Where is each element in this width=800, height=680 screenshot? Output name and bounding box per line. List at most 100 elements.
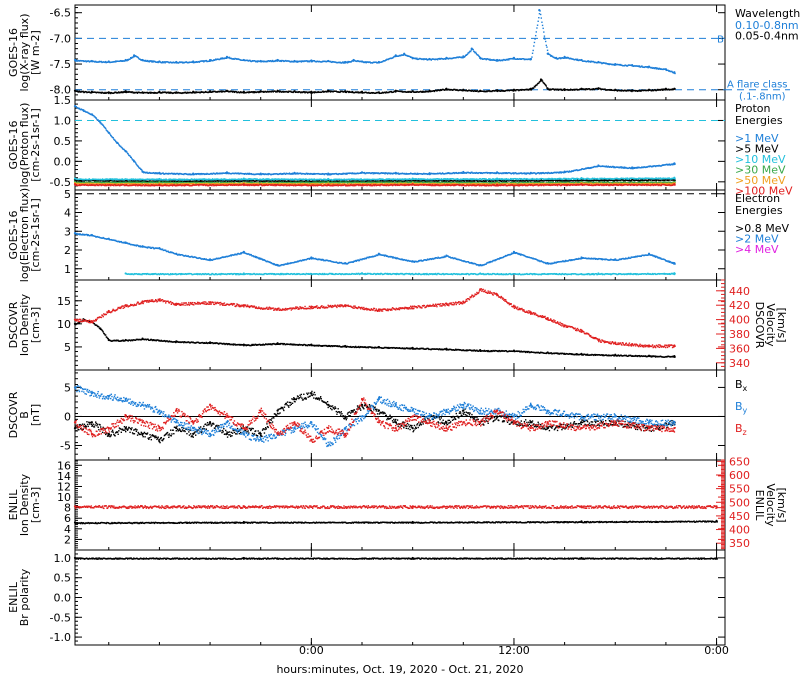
data-point <box>78 90 81 92</box>
data-point <box>300 61 303 63</box>
data-point <box>498 60 500 62</box>
data-point <box>473 51 476 53</box>
data-point <box>161 61 164 63</box>
sample-point <box>141 170 144 173</box>
sample-point <box>614 62 617 66</box>
sample-point <box>597 60 600 64</box>
data-point <box>248 92 250 94</box>
data-point <box>109 92 112 95</box>
data-point <box>156 179 158 181</box>
data-point <box>484 179 487 182</box>
data-point <box>623 167 625 169</box>
series-xray-0 <box>73 9 676 75</box>
data-point <box>446 178 448 181</box>
data-point <box>134 162 137 164</box>
data-point <box>541 24 544 27</box>
data-point <box>140 168 143 171</box>
data-point <box>294 173 297 175</box>
data-point <box>628 179 630 182</box>
data-point <box>389 172 391 174</box>
data-point <box>634 179 636 182</box>
data-point <box>537 20 539 22</box>
data-point <box>152 61 154 63</box>
data-point <box>620 166 623 168</box>
data-point <box>445 180 448 182</box>
sample-point <box>377 91 380 94</box>
data-point <box>563 180 566 182</box>
data-point <box>323 173 326 176</box>
data-point <box>298 179 300 181</box>
data-point <box>200 172 203 175</box>
data-point <box>199 173 201 176</box>
sample-point <box>394 171 397 174</box>
data-point <box>468 51 471 53</box>
data-point <box>556 179 558 181</box>
data-point <box>557 89 559 91</box>
data-point <box>198 61 201 63</box>
data-point <box>141 169 143 171</box>
data-point <box>130 57 133 59</box>
data-point <box>238 91 240 93</box>
data-point <box>576 58 579 60</box>
data-point <box>112 179 114 181</box>
data-point <box>324 178 326 180</box>
sample-point <box>529 87 532 90</box>
data-point <box>488 58 490 61</box>
data-point <box>532 49 534 52</box>
data-point <box>616 179 618 181</box>
data-point <box>348 91 350 94</box>
data-point <box>168 91 171 94</box>
data-point <box>211 178 214 180</box>
data-point <box>184 91 187 93</box>
data-point <box>365 61 368 64</box>
data-point <box>518 178 520 181</box>
data-point <box>534 180 537 182</box>
data-point <box>630 179 633 182</box>
data-point <box>651 89 653 92</box>
data-point <box>493 179 496 181</box>
data-point <box>507 58 509 60</box>
data-point <box>570 178 573 180</box>
data-point <box>417 179 419 182</box>
data-point <box>485 58 488 61</box>
data-point <box>356 91 359 93</box>
data-point <box>546 46 548 48</box>
y-tick-label: 0.0 <box>54 155 72 168</box>
data-point <box>322 90 324 92</box>
data-point <box>104 61 106 64</box>
data-point <box>350 61 353 63</box>
series-proton-2 <box>73 176 676 181</box>
sample-point <box>529 171 532 174</box>
data-point <box>198 178 200 180</box>
data-point <box>392 178 394 180</box>
data-point <box>572 177 574 180</box>
data-point <box>244 178 247 180</box>
data-point <box>671 70 673 73</box>
data-point <box>468 52 470 54</box>
data-point <box>572 180 574 182</box>
data-point <box>653 179 655 182</box>
data-point <box>651 66 653 69</box>
data-point <box>227 172 229 175</box>
data-point <box>161 61 163 64</box>
data-point <box>272 180 274 183</box>
data-point <box>549 88 551 90</box>
data-point <box>573 178 575 181</box>
data-point <box>75 106 78 108</box>
data-point <box>110 135 113 137</box>
data-point <box>462 56 464 59</box>
data-point <box>626 177 629 179</box>
data-point <box>253 91 256 94</box>
data-point <box>619 167 621 169</box>
data-point <box>654 67 657 69</box>
sample-point <box>158 171 161 174</box>
data-point <box>269 59 272 62</box>
data-point <box>278 90 280 92</box>
sample-point <box>107 60 110 63</box>
data-point <box>131 180 134 183</box>
data-point <box>410 91 413 93</box>
sample-point <box>158 60 161 63</box>
data-point <box>464 179 466 181</box>
data-point <box>409 180 411 183</box>
data-point <box>220 57 223 59</box>
